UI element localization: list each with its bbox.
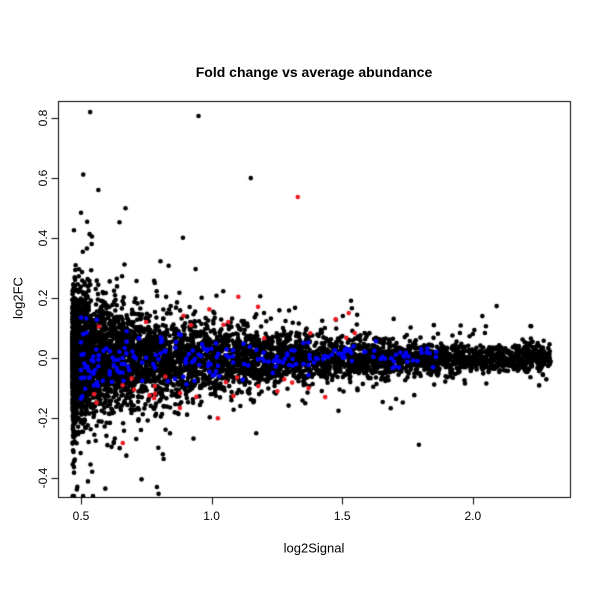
y-tick-label: 0.8 bbox=[36, 109, 50, 127]
y-tick-label: 0.2 bbox=[36, 289, 50, 307]
x-axis-label: log2Signal bbox=[283, 540, 345, 556]
x-tick-label: 1.5 bbox=[333, 509, 351, 523]
y-tick-label: 0.6 bbox=[36, 169, 50, 187]
x-tick-label: 1.0 bbox=[203, 509, 220, 523]
x-tick-label: 2.0 bbox=[464, 509, 482, 523]
y-tick-label: 0.0 bbox=[36, 349, 50, 367]
chart-title: Fold change vs average abundance bbox=[195, 64, 433, 80]
y-tick-label: 0.4 bbox=[36, 229, 50, 247]
x-tick-label: 0.5 bbox=[72, 509, 90, 523]
y-axis-label: log2FC bbox=[10, 277, 26, 319]
y-tick-label: -0.2 bbox=[36, 407, 50, 429]
y-tick-label: -0.4 bbox=[36, 467, 50, 489]
